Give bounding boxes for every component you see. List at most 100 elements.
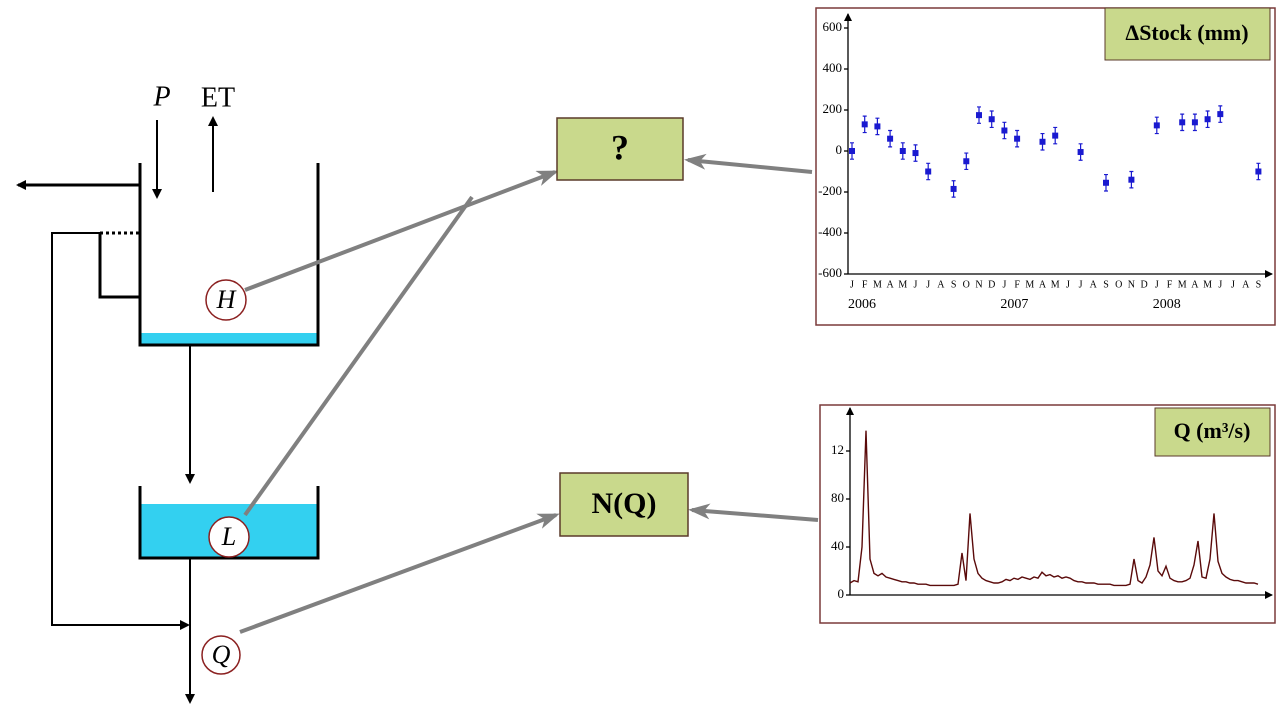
- stock-link: [684, 153, 813, 174]
- x-tick-label: J: [926, 279, 930, 290]
- x-tick-label: A: [886, 279, 894, 290]
- point: [1014, 135, 1021, 142]
- h-node: [205, 279, 247, 321]
- point: [1039, 138, 1046, 145]
- upper-tank: [138, 163, 320, 347]
- q-label: Q: [212, 640, 231, 669]
- x-tick-label: A: [1242, 279, 1250, 290]
- y-tick-label: 80: [831, 490, 844, 505]
- x-tick-label: J: [1066, 279, 1070, 290]
- point: [1077, 149, 1084, 156]
- x-tick-label: J: [1079, 279, 1083, 290]
- point: [1001, 127, 1008, 134]
- l-label: L: [221, 522, 236, 551]
- x-tick-label: M: [1203, 279, 1212, 290]
- point: [1204, 116, 1211, 123]
- lower-tank: [138, 486, 320, 560]
- y-tick-label: -600: [818, 265, 842, 280]
- x-tick-label: J: [1002, 279, 1006, 290]
- point: [899, 148, 906, 154]
- point: [1153, 122, 1160, 129]
- x-tick-label: F: [1014, 279, 1020, 290]
- y-tick-label: 0: [836, 142, 843, 157]
- y-tick-label: 400: [823, 60, 843, 75]
- point: [1052, 132, 1059, 139]
- q-node: [201, 635, 241, 675]
- y-tick-label: 40: [831, 538, 844, 553]
- q-title-box: [1154, 407, 1271, 457]
- x-tick-label: M: [1051, 279, 1060, 290]
- x-tick-label: F: [1167, 279, 1173, 290]
- x-tick-label: S: [951, 279, 957, 290]
- point: [874, 123, 881, 130]
- point: [1191, 119, 1198, 126]
- point: [988, 116, 995, 123]
- x-tick-label: A: [1191, 279, 1199, 290]
- x-tick-label: O: [963, 279, 970, 290]
- x-tick-label: M: [898, 279, 907, 290]
- y-tick-label: -400: [818, 224, 842, 239]
- x-tick-label: S: [1256, 279, 1262, 290]
- unknown-box: [556, 117, 684, 181]
- point: [950, 185, 957, 192]
- h-link: [244, 170, 559, 292]
- nq-box: [559, 472, 689, 537]
- stock-chart-frame: [815, 7, 1276, 326]
- x-tick-label: O: [1115, 279, 1122, 290]
- year-label: 2006: [848, 297, 876, 312]
- stock-title: ΔStock (mm): [1125, 20, 1248, 45]
- y-tick-label: 200: [823, 101, 843, 116]
- l-link: [243, 195, 474, 517]
- point: [912, 150, 919, 157]
- upper-water: [141, 333, 317, 345]
- x-tick-label: J: [1231, 279, 1235, 290]
- point: [887, 135, 894, 142]
- y-tick-label: 0: [838, 586, 845, 601]
- y-tick-label: -200: [818, 183, 842, 198]
- point: [1128, 176, 1135, 183]
- x-tick-label: A: [937, 279, 945, 290]
- point: [976, 112, 982, 119]
- p-label: P: [152, 81, 170, 112]
- year-label: 2008: [1153, 297, 1181, 312]
- reservoir-diagram: P ET H L Q ? N(Q): [16, 81, 819, 704]
- discharge-line: [849, 430, 1259, 587]
- x-tick-label: D: [1140, 279, 1147, 290]
- x-tick-label: M: [1025, 279, 1034, 290]
- l-node: [208, 516, 250, 558]
- bypass-path: [51, 232, 190, 630]
- x-tick-label: J: [914, 279, 918, 290]
- point: [1255, 168, 1262, 175]
- x-tick-label: A: [1090, 279, 1098, 290]
- x-tick-label: M: [873, 279, 882, 290]
- point: [1217, 111, 1224, 118]
- overflow-path: [98, 233, 140, 299]
- x-tick-label: D: [988, 279, 995, 290]
- nq-label: N(Q): [592, 487, 657, 520]
- x-tick-label: S: [1103, 279, 1109, 290]
- q-title: Q (m³/s): [1174, 418, 1251, 443]
- unknown-label: ?: [611, 127, 629, 167]
- y-tick-label: 12: [831, 442, 844, 457]
- point: [1179, 119, 1186, 126]
- discharge-link: [688, 503, 819, 522]
- year-label: 2007: [1000, 297, 1028, 312]
- point: [925, 168, 932, 175]
- stock-title-box: [1104, 7, 1271, 61]
- x-tick-label: N: [1128, 279, 1135, 290]
- x-tick-label: J: [1155, 279, 1159, 290]
- point: [1103, 179, 1109, 186]
- x-tick-label: F: [862, 279, 868, 290]
- point: [849, 148, 855, 154]
- et-label: ET: [201, 82, 235, 113]
- point: [963, 158, 970, 165]
- y-tick-label: 600: [823, 19, 843, 34]
- h-label: H: [216, 285, 237, 314]
- x-tick-label: J: [1218, 279, 1222, 290]
- point: [861, 121, 868, 128]
- x-tick-label: N: [975, 279, 982, 290]
- x-tick-label: A: [1039, 279, 1047, 290]
- x-tick-label: M: [1178, 279, 1187, 290]
